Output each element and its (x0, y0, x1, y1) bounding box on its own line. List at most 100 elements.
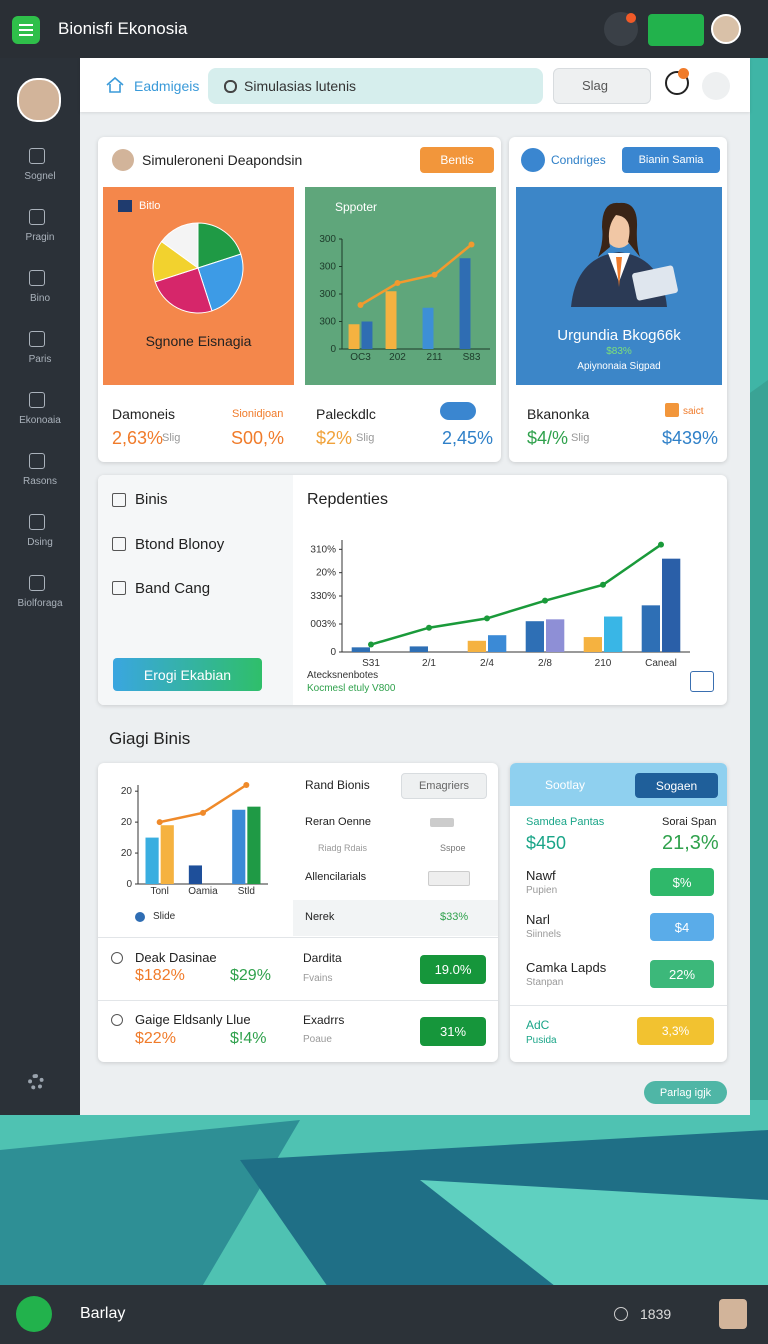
value: 21,3% (662, 832, 719, 854)
nav-icon[interactable] (29, 453, 45, 469)
nav-icon[interactable] (29, 575, 45, 591)
nav-label[interactable]: Dsing (27, 537, 53, 548)
more[interactable] (702, 72, 730, 100)
button[interactable]: Emagriers (401, 773, 487, 799)
nav-label[interactable]: Paris (28, 354, 52, 365)
nav-icon[interactable] (29, 392, 45, 408)
button[interactable]: Sogaen (635, 773, 718, 798)
search-box[interactable]: Simulasias lutenis (208, 68, 543, 104)
row-name: AdC (526, 1018, 550, 1032)
icon (665, 403, 679, 417)
share-button[interactable] (648, 14, 704, 46)
divider (510, 1005, 727, 1006)
row-sub: Siinnels (526, 929, 562, 940)
tile: Urgundia Bkog66k $83% Apiynonaia Sigpad (516, 187, 722, 385)
button-label: Sogaen (655, 778, 698, 793)
button[interactable]: Erogi Ekabian (113, 658, 262, 691)
home-button[interactable] (16, 1296, 52, 1332)
highlight-name: Nerek (305, 911, 335, 923)
icon (118, 200, 132, 212)
badge[interactable]: $4 (650, 913, 714, 941)
menu-button[interactable] (12, 16, 40, 44)
footer-title: Barlay (80, 1305, 126, 1322)
select[interactable] (428, 871, 470, 886)
button[interactable]: Bentis (420, 147, 494, 173)
avatar[interactable] (719, 1299, 747, 1329)
stat-total: $439% (662, 428, 719, 448)
filter[interactable]: Slag (553, 68, 651, 104)
badge[interactable]: 31% (420, 1017, 486, 1046)
stat-value: $2% (316, 428, 353, 448)
nav-label[interactable]: Biolforaga (17, 598, 63, 609)
caption: Apiynonaia Sigpad (577, 361, 661, 372)
chart-label: Sppoter (335, 200, 378, 214)
section-title: Giagi Binis (109, 729, 191, 748)
dropdown[interactable] (690, 671, 714, 692)
nav-label[interactable]: Pragin (25, 232, 55, 243)
row-sub: Poaue (303, 1034, 332, 1045)
sidebar (0, 58, 80, 1115)
list-item[interactable]: Btond Blonoy (135, 536, 225, 553)
badge-label: 22% (668, 966, 696, 982)
icon (111, 1014, 123, 1026)
search-text: Simulasias lutenis (244, 78, 357, 94)
badge[interactable]: $% (650, 868, 714, 896)
row-name: Narl (526, 912, 550, 927)
list-item[interactable]: Binis (135, 491, 168, 508)
avatar[interactable] (17, 78, 61, 122)
card-title: Sootlay (545, 778, 586, 792)
tile: Sppoter (305, 187, 496, 385)
row-sub: Fvains (303, 973, 333, 984)
button[interactable]: Bianin Samia (622, 147, 720, 173)
card-title: Condriges (551, 153, 606, 167)
nav-label[interactable]: Sognel (24, 171, 56, 182)
icon (112, 493, 126, 507)
tile-label: Bitlo (139, 200, 161, 212)
nav-label[interactable]: Bino (29, 293, 50, 304)
nav-icon[interactable] (29, 331, 45, 347)
avatar[interactable] (711, 14, 741, 44)
illustration (571, 202, 678, 307)
row-label: Exadrrs (303, 1013, 345, 1027)
notifications[interactable] (604, 12, 638, 46)
option: Allencilarials (305, 871, 367, 883)
label: Sorai Span (662, 816, 717, 828)
footer: Barlay 1839 (0, 1285, 768, 1344)
nav-label[interactable]: Rasons (23, 476, 57, 487)
pill-button[interactable]: Parlag igjk (644, 1081, 727, 1104)
card: Slide Rand Bionis Emagriers Reran Oenne … (98, 763, 498, 1062)
toggle[interactable] (430, 818, 454, 827)
card: Condriges Bianin Samia Urgundia Bkog66k … (509, 137, 727, 462)
row-value: $22% (135, 1030, 176, 1047)
row-value: $!4% (230, 1030, 267, 1047)
legend-label: Slide (153, 911, 176, 922)
row-name: Gaige Eldsanly Llue (135, 1012, 251, 1027)
badge[interactable]: 19.0% (420, 955, 486, 984)
row-value: $29% (230, 967, 271, 984)
nav-icon[interactable] (29, 514, 45, 530)
badge[interactable]: 3,3% (637, 1017, 714, 1045)
home-link[interactable]: Eadmigeis (134, 78, 200, 94)
toolbar: Eadmigeis Simulasias lutenis Slag (80, 58, 750, 112)
nav-icon[interactable] (29, 270, 45, 286)
badge[interactable]: 22% (650, 960, 714, 988)
compass[interactable] (665, 71, 689, 95)
badge-label: $4 (674, 919, 690, 935)
stat-total: 2,45% (442, 428, 494, 448)
list-item[interactable]: Band Cang (135, 580, 211, 597)
icon (440, 402, 476, 420)
divider (98, 1000, 498, 1001)
highlight-row (293, 900, 498, 936)
nav-label[interactable]: Ekonoaia (19, 415, 61, 426)
nav-icon[interactable] (29, 148, 45, 164)
badge-label: 19.0% (434, 962, 472, 977)
option: Sspoe (440, 843, 466, 853)
legend-dot (135, 912, 145, 922)
stat-unit: Slig (356, 432, 375, 444)
option: Reran Oenne (305, 816, 372, 828)
settings[interactable] (28, 1074, 44, 1090)
card: Binis Btond Blonoy Band Cang Erogi Ekabi… (98, 475, 727, 705)
row-name: Nawf (526, 868, 556, 883)
nav-icon[interactable] (29, 209, 45, 225)
